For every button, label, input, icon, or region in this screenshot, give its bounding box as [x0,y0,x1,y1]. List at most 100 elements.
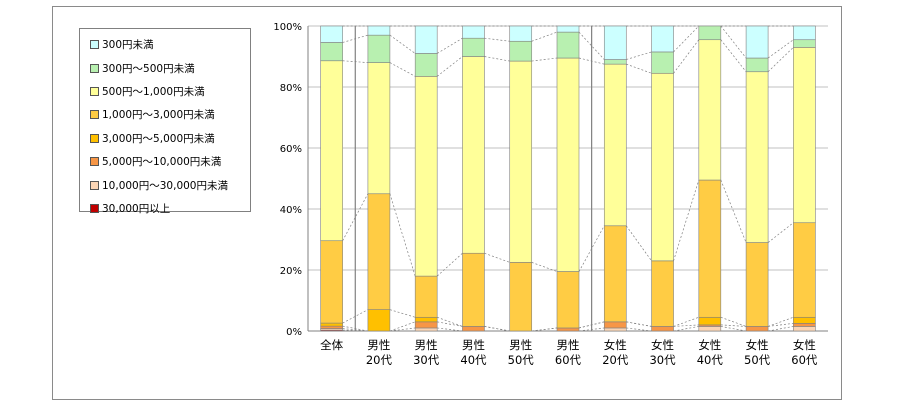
bar-segment [414,316,438,323]
x-category-label: 60代 [791,353,818,367]
bar-segment [603,63,627,227]
legend-swatch [90,63,99,73]
bar-segment [651,72,674,262]
legend-label: 10,000円～30,000円未満 [102,179,228,192]
bar-segment [509,60,533,263]
legend-swatch [90,203,99,213]
series-line [626,51,652,60]
bar-segment [556,57,580,272]
bar-segment [414,53,438,77]
y-tick-label: 80% [280,83,302,94]
series-line [436,56,463,77]
series-line [768,326,794,332]
x-category-label: 全体 [320,338,343,352]
bar-segment [651,326,674,332]
legend-item: 30,000円以上 [90,197,250,220]
series-line [625,225,652,262]
legend-item: 1,000円～3,000円未満 [90,103,250,126]
bar-segment [414,275,438,318]
bar-segment [745,25,769,59]
series-line [436,252,463,277]
bar-segment [556,271,580,329]
series-line [437,37,463,54]
bar-segment [603,25,627,60]
x-category-label: 50代 [744,353,771,367]
series-line [389,34,416,54]
series-line [626,63,652,74]
x-category-label: 女性 [793,338,816,352]
bar-segment [320,325,343,329]
series-line [720,39,747,72]
bar-segment [462,37,485,57]
series-line [768,323,794,327]
legend-item: 5,000円～10,000円未満 [90,150,250,173]
bar-segment [793,323,816,327]
x-category-label: 30代 [413,353,440,367]
bar-segment [367,309,391,332]
bar-segment [698,326,722,332]
series-line [531,31,558,42]
series-line [389,327,416,332]
x-category-label: 女性 [698,338,721,352]
legend-swatch [90,40,99,50]
x-category-label: 男性 [415,338,438,352]
series-line [673,25,700,53]
bar-segment [698,39,722,181]
bar-segment [556,25,580,33]
series-line [389,62,416,77]
bar-segment [793,316,816,324]
legend-item: 300円～500円未満 [90,56,250,79]
x-category-label: 20代 [366,353,393,367]
series-line [389,193,416,277]
legend-swatch [90,180,99,190]
bar-segment [509,40,533,62]
x-category-label: 女性 [746,338,769,352]
x-category-label: 30代 [649,353,676,367]
series-line [767,39,794,59]
series-line [767,316,794,327]
legend-swatch [90,133,99,143]
x-category-label: 40代 [697,353,724,367]
bar-segment [462,25,485,39]
series-line [437,321,463,327]
bar-segment [698,179,722,318]
legend-label: 1,000円～3,000円未満 [102,109,215,122]
x-category-label: 50代 [508,353,535,367]
series-line [437,316,463,327]
bar-segment [793,39,816,48]
bar-segment [603,225,627,323]
series-line [720,316,747,327]
x-category-label: 20代 [602,353,629,367]
legend-label: 3,000円～5,000円未満 [102,132,215,145]
legend-label: 300円～500円未満 [102,62,195,75]
series-line [389,321,416,332]
bar-segment [793,25,816,41]
x-category-label: 60代 [555,353,582,367]
series-line [342,309,369,324]
series-line [578,225,605,272]
y-tick-label: 0% [286,327,302,338]
series-line [720,326,747,332]
y-tick-label: 40% [280,205,302,216]
x-category-label: 40代 [460,353,487,367]
x-category-label: 男性 [367,338,390,352]
series-line [767,222,794,243]
bar-segment [320,240,343,324]
legend-item: 500円～1,000円未満 [90,80,250,103]
bar-segment [745,242,769,327]
bar-segment [320,25,343,43]
bar-segment [462,56,485,254]
series-line [531,57,558,62]
bar-segment [651,25,674,53]
series-line [720,179,747,243]
bar-segment [509,25,533,42]
series-line [626,327,652,332]
series-line [531,262,558,272]
bar-segment [462,326,485,332]
bar-segment [367,193,391,310]
bar-segment [414,327,438,332]
bar-segment [745,71,769,243]
y-tick-label: 20% [280,266,302,277]
bar-segment [745,326,769,332]
